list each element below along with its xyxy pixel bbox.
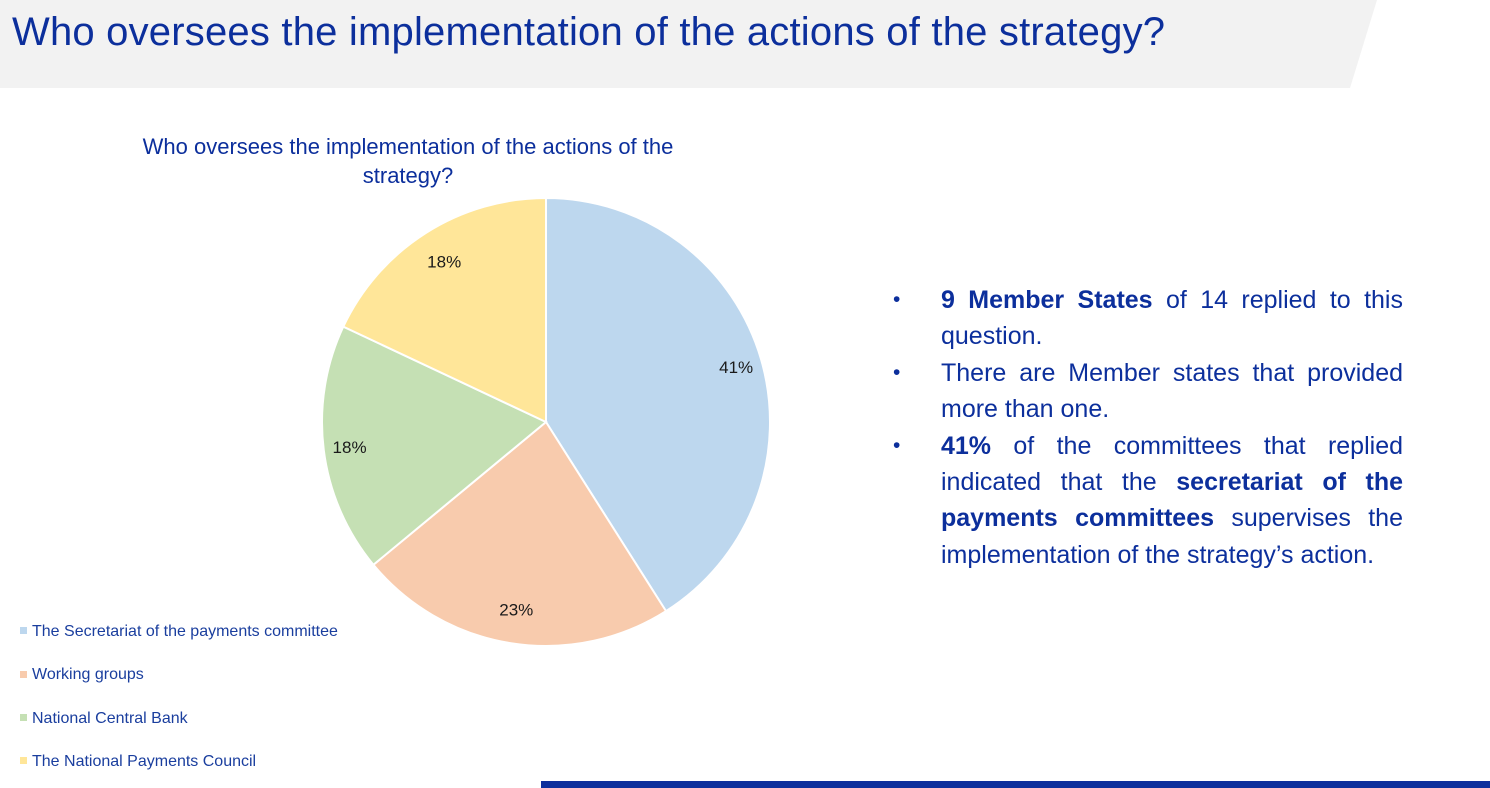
pie-data-label-2: 23% <box>499 601 533 620</box>
bullet-item: • 41% of the committees that replied indi… <box>893 428 1403 574</box>
legend-item: The National Payments Council <box>20 752 256 772</box>
pie-slice-3 <box>321 325 548 567</box>
slide-title: Who oversees the implementation of the a… <box>12 10 1166 54</box>
legend-swatch <box>20 713 27 721</box>
legend-item: The Secretariat of the payments committe… <box>20 622 338 642</box>
title-band-shape <box>0 0 1377 88</box>
pie-data-label-1: 41% <box>719 358 753 377</box>
summary-bullets: • 9 Member States of 14 replied to this q… <box>893 282 1403 573</box>
bullet-text: of 14 replied to this question. <box>941 286 1403 351</box>
pie-slice-1 <box>545 196 771 613</box>
bullet-text: of the committees that replied indicated… <box>941 431 1403 497</box>
legend-item: Working groups <box>20 665 144 685</box>
title-band: Who oversees the implementation of the a… <box>0 0 1490 88</box>
legend-label: The National Payments Council <box>32 752 257 770</box>
pie-data-label-3: 18% <box>333 438 367 457</box>
pie-slice-2 <box>371 420 668 647</box>
legend-label: Working groups <box>32 666 144 684</box>
chart-title: Who oversees the implementation of the a… <box>142 134 674 188</box>
legend-swatch <box>20 757 27 765</box>
legend-swatch <box>20 670 27 678</box>
bullet-dot-icon: • <box>893 360 901 384</box>
legend-label: The Secretariat of the payments committe… <box>32 623 338 640</box>
legend-label: National Central Bank <box>32 709 188 727</box>
bullet-text: There are Member states that provided mo… <box>941 358 1403 424</box>
bullet-emphasis: 9 Member States <box>941 286 1153 314</box>
legend-item: National Central Bank <box>20 709 188 729</box>
pie-data-label-4: 18% <box>427 253 461 272</box>
bullet-emphasis: secretariat of the payments committees <box>941 468 1403 533</box>
legend-swatch <box>20 627 27 635</box>
bullet-dot-icon: • <box>893 433 901 457</box>
bullet-item: • There are Member states that provided m… <box>893 355 1403 428</box>
pie-slice-4 <box>341 196 547 424</box>
bullet-item: • 9 Member States of 14 replied to this q… <box>893 282 1403 355</box>
bullet-text: supervises the implementation of the str… <box>941 504 1403 569</box>
footer-bar <box>541 781 1490 788</box>
bullet-emphasis: 41% <box>941 431 992 460</box>
bullet-dot-icon: • <box>893 288 901 311</box>
